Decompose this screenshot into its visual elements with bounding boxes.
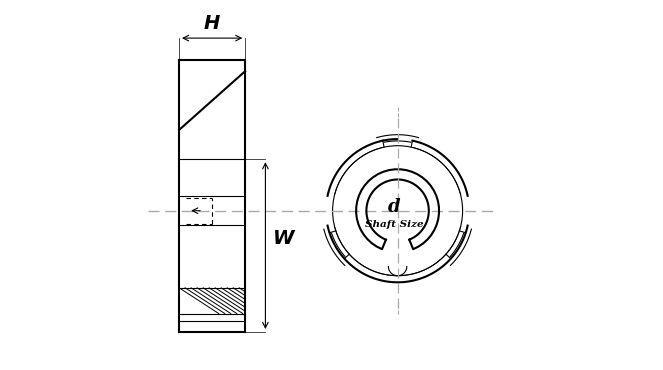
Text: W: W: [272, 229, 294, 248]
Text: Shaft Size: Shaft Size: [365, 220, 423, 229]
Text: d: d: [388, 198, 400, 216]
Text: H: H: [204, 14, 220, 33]
